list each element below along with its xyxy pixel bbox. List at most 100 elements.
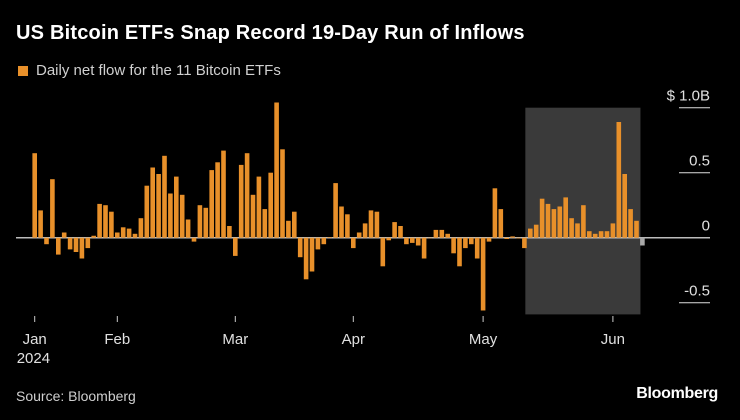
bar-2024-02-21	[191, 237, 197, 242]
bar-2024-03-01	[233, 237, 238, 256]
y-tick-label: $ 1.0B	[667, 88, 710, 105]
bar-2024-01-18	[56, 237, 61, 255]
bar-2024-06-05	[622, 174, 627, 238]
bar-2024-03-04	[238, 164, 244, 238]
bar-2024-02-28	[221, 150, 226, 238]
bar-2024-04-22	[439, 229, 445, 238]
bar-2024-05-29	[592, 233, 598, 238]
bar-2024-03-14	[286, 220, 291, 238]
bar-2024-04-24	[451, 237, 456, 254]
bar-2024-02-20	[185, 219, 191, 238]
x-tick-label: May	[469, 331, 498, 348]
bar-2024-03-22	[321, 237, 327, 245]
bloomberg-logo: Bloomberg	[636, 385, 718, 402]
bar-2024-02-22	[197, 205, 203, 238]
bar-2024-03-21	[315, 237, 321, 250]
bar-2024-04-15	[410, 237, 415, 243]
bar-2024-04-16	[415, 237, 421, 246]
bar-2024-04-17	[421, 237, 427, 259]
bar-2024-05-06	[498, 209, 504, 238]
bar-2024-05-28	[587, 231, 592, 238]
bar-2024-01-30	[103, 205, 108, 238]
bar-2024-05-07	[504, 237, 509, 239]
bar-2024-04-01	[351, 237, 356, 249]
bar-2024-01-24	[79, 237, 85, 259]
bar-2024-01-22	[67, 237, 73, 250]
bar-2024-05-02	[486, 237, 492, 242]
bar-2024-03-25	[327, 237, 332, 238]
bar-2024-03-08	[262, 209, 268, 238]
bar-2024-01-11	[32, 153, 37, 238]
bar-2024-02-05	[126, 228, 132, 238]
bar-2024-02-13	[162, 155, 167, 238]
bar-2024-02-02	[120, 227, 126, 238]
bar-2024-06-06	[628, 209, 633, 238]
bar-2024-05-13	[528, 228, 533, 238]
bar-2024-02-09	[150, 167, 155, 238]
bar-2024-04-12	[404, 237, 409, 245]
bar-2024-04-04	[368, 210, 374, 238]
bar-2024-01-29	[97, 203, 102, 238]
bar-2024-05-21	[563, 197, 568, 238]
x-tick-label: Apr	[342, 331, 365, 348]
bar-2024-04-11	[398, 226, 403, 238]
bar-2024-02-08	[144, 185, 150, 238]
x-tick-label: Jun	[601, 331, 625, 348]
bar-2024-06-10	[640, 237, 645, 246]
x-tick-label: Jan	[23, 331, 47, 348]
bar-2024-02-16	[179, 194, 185, 238]
bar-2024-01-25	[85, 237, 91, 249]
source-note: Source: Bloomberg	[16, 388, 136, 404]
bar-2024-03-28	[345, 214, 350, 238]
x-tick-label: Mar	[222, 331, 248, 348]
bar-2024-04-26	[463, 237, 468, 249]
y-tick-label: -0.5	[684, 283, 710, 300]
bar-2024-05-23	[575, 223, 580, 238]
bar-2024-03-20	[309, 237, 315, 272]
bar-2024-05-03	[492, 188, 498, 238]
bar-2024-03-07	[256, 176, 262, 238]
bar-2024-04-05	[374, 211, 380, 238]
bar-2024-03-19	[303, 237, 309, 280]
bar-2024-02-15	[174, 176, 179, 238]
bar-2024-04-10	[392, 222, 397, 238]
bar-2024-02-12	[156, 174, 161, 238]
bar-2024-01-12	[38, 210, 43, 238]
bar-2024-04-25	[457, 237, 462, 267]
bar-2024-03-26	[333, 183, 338, 238]
bar-2024-04-02	[356, 232, 362, 238]
legend-label: Daily net flow for the 11 Bitcoin ETFs	[36, 62, 281, 79]
bar-chart: $ 1.0B 0.5 0 -0.5 Jan 2024 Feb Mar Apr May Jun	[16, 88, 710, 367]
bar-2024-03-18	[297, 237, 303, 258]
bar-2024-03-13	[280, 149, 285, 238]
bar-2024-06-03	[610, 223, 616, 238]
bar-2024-01-16	[44, 237, 49, 245]
legend: Daily net flow for the 11 Bitcoin ETFs	[18, 62, 281, 79]
chart-title: US Bitcoin ETFs Snap Record 19-Day Run o…	[16, 22, 525, 44]
bar-2024-05-30	[598, 231, 604, 238]
y-tick-label: 0.5	[689, 153, 710, 170]
bar-2024-05-22	[569, 218, 574, 238]
bar-2024-02-26	[209, 170, 214, 238]
bar-2024-04-30	[474, 237, 480, 259]
bar-2024-05-24	[581, 205, 586, 238]
x-tick-year: 2024	[17, 350, 50, 367]
bar-2024-04-18	[427, 237, 433, 239]
bar-2024-04-09	[386, 237, 391, 241]
bar-2024-05-09	[516, 237, 521, 239]
bar-2024-03-15	[292, 211, 297, 238]
bar-2024-05-20	[557, 206, 563, 238]
bar-2024-02-01	[115, 232, 120, 238]
bar-2024-05-14	[533, 224, 539, 238]
y-tick-label: 0	[702, 218, 710, 235]
bar-2024-01-19	[61, 232, 67, 238]
bar-2024-02-27	[215, 162, 220, 238]
bar-2024-03-12	[274, 102, 279, 238]
bar-2024-05-01	[480, 237, 486, 311]
bar-2024-03-05	[244, 153, 250, 238]
bar-2024-04-08	[380, 237, 386, 267]
bar-2024-05-17	[551, 209, 557, 238]
bar-2024-05-16	[545, 203, 551, 238]
bar-2024-01-23	[73, 237, 79, 252]
bar-2024-02-23	[203, 207, 209, 238]
